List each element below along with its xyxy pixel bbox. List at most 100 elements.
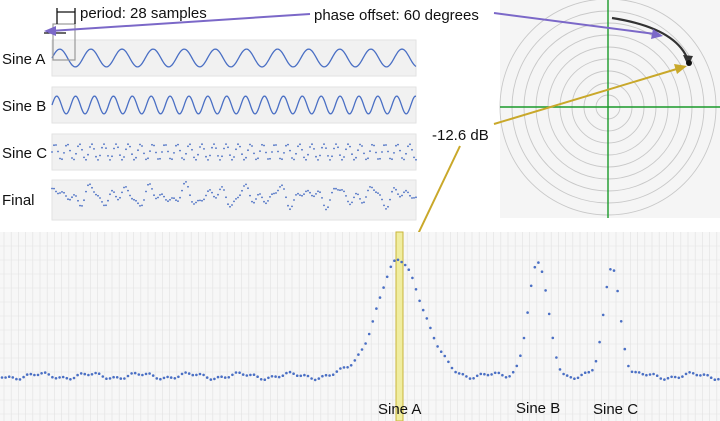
spectrum-point <box>569 376 573 379</box>
wave-dot <box>87 184 89 187</box>
wave-dot <box>107 199 109 202</box>
wave-dot <box>237 196 239 199</box>
wave-dot <box>81 148 83 151</box>
spectrum-point <box>144 372 148 376</box>
wave-dot <box>219 159 221 161</box>
spectrum-point <box>353 359 357 362</box>
spectrum-point <box>108 377 112 380</box>
spectrum-point <box>393 259 396 263</box>
wave-dot <box>269 157 271 160</box>
wave-dot <box>401 194 403 197</box>
spectrum-point <box>389 265 393 269</box>
spectrum-point <box>655 374 659 378</box>
spectrum-point <box>227 376 231 379</box>
spectrum-point <box>288 370 292 374</box>
wave-dot <box>367 189 369 192</box>
wave-dot <box>383 204 385 207</box>
wave-dot <box>373 144 375 147</box>
spectrum-point <box>605 285 609 289</box>
wave-dot <box>239 194 241 197</box>
wave-dot <box>273 192 275 195</box>
wave-dot <box>365 158 367 161</box>
spectrum-point <box>652 372 655 376</box>
spectrum-point <box>385 275 389 279</box>
wave-dot <box>263 144 265 147</box>
wave-dot <box>321 197 323 199</box>
wave-dot <box>293 158 295 161</box>
wave-line <box>51 48 417 68</box>
spectrum-point <box>681 375 684 378</box>
wave-dot <box>209 189 211 191</box>
wave-dot <box>389 157 391 160</box>
spectrum-point <box>72 376 76 380</box>
spectrum-point <box>281 374 285 378</box>
spectrum-background <box>0 232 720 421</box>
wave-dot <box>345 148 347 151</box>
wave-dot <box>249 143 251 146</box>
wave-dot <box>133 158 135 161</box>
spectrum-point <box>490 373 493 376</box>
wave-dot <box>225 143 227 146</box>
wave-label-b: Sine B <box>2 98 46 115</box>
wave-dot <box>117 146 119 149</box>
wave-dot <box>155 151 157 154</box>
wave-dot <box>63 191 65 194</box>
spectrum-point <box>439 350 443 354</box>
wave-dot <box>209 154 211 157</box>
wave-dot <box>241 153 243 156</box>
spectrum-point <box>173 377 177 380</box>
wave-dot <box>357 149 359 152</box>
spectrum-point <box>238 371 241 375</box>
wave-dot <box>211 191 213 194</box>
spectrum-point <box>310 377 313 380</box>
wave-dot <box>319 191 321 194</box>
wave-dot <box>257 193 259 196</box>
wave-dot <box>57 150 59 153</box>
wave-dot <box>55 190 57 193</box>
wave-label-c: Sine C <box>2 145 47 162</box>
phase-annotation: phase offset: 60 degrees <box>314 7 479 24</box>
wave-dot <box>239 145 241 148</box>
spectrum-point <box>677 376 681 380</box>
wave-dot <box>129 194 131 197</box>
wave-dot <box>117 198 119 201</box>
spectrum-point <box>450 366 454 370</box>
wave-dot <box>115 195 117 198</box>
wave-dot <box>391 158 393 161</box>
wave-dot <box>381 151 383 153</box>
spectrum-point <box>497 371 501 375</box>
spectrum-point <box>169 376 173 379</box>
spectrum-point <box>573 377 576 381</box>
wave-dot <box>111 189 113 192</box>
wave-dot <box>235 198 237 200</box>
spectrum-point <box>522 336 526 340</box>
spectrum-point <box>47 373 51 376</box>
wave-dot <box>97 159 99 161</box>
wave-dot <box>295 152 297 155</box>
wave-dot <box>93 191 95 193</box>
wave-dot <box>155 197 157 200</box>
spectrum-point <box>623 347 627 351</box>
spectrum-point <box>184 371 187 374</box>
spectrum-point <box>616 289 619 293</box>
spectrum-point <box>403 263 407 267</box>
spectrum-point <box>699 374 702 377</box>
spectrum-point <box>565 374 569 377</box>
wave-dot <box>141 204 143 207</box>
db-arrow-to-polar-head <box>674 64 687 74</box>
spectrum-point <box>342 366 346 369</box>
wave-dot <box>167 150 169 153</box>
wave-dot <box>335 143 337 146</box>
wave-dot <box>271 151 273 153</box>
spectrum-point <box>101 375 105 378</box>
wave-dot <box>379 194 381 196</box>
spectrum-point <box>717 377 720 381</box>
wave-dot <box>173 152 175 154</box>
spectrum-point <box>702 373 706 376</box>
spectrum-point <box>540 270 544 274</box>
wave-dot <box>53 144 55 147</box>
spectrum-point <box>619 320 623 323</box>
wave-dot <box>145 158 147 161</box>
wave-dot <box>277 150 279 153</box>
wave-dot <box>121 191 123 194</box>
